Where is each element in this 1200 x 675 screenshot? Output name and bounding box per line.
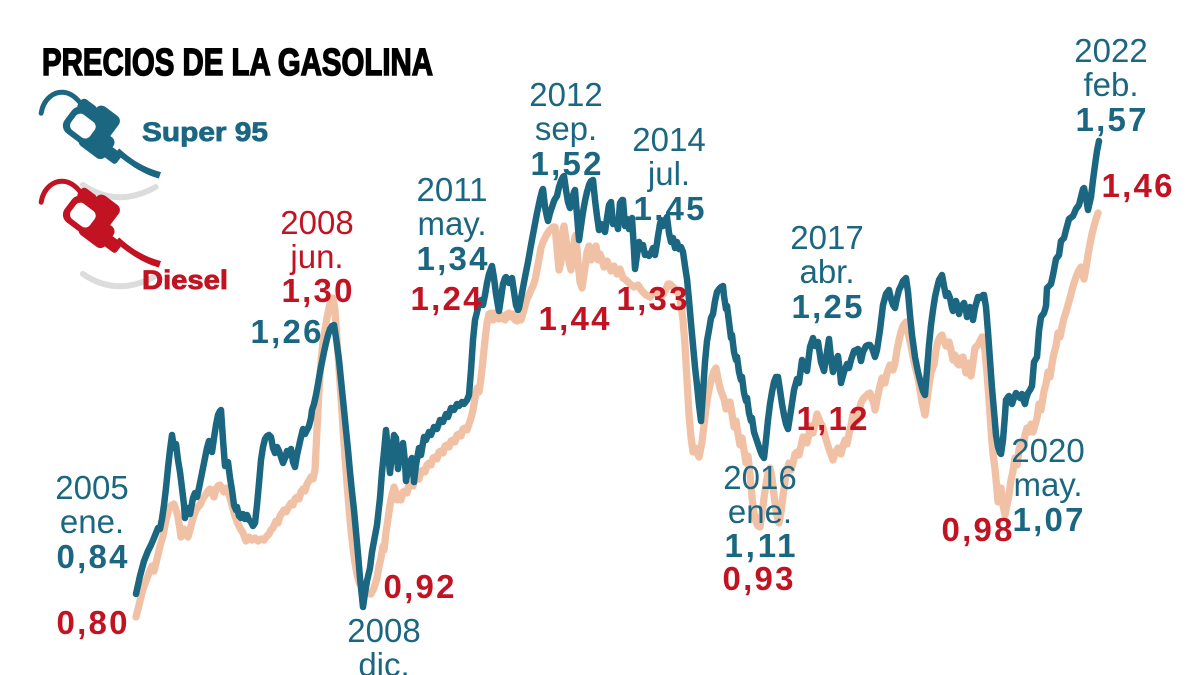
svg-text:0,92: 0,92 — [384, 568, 455, 605]
svg-text:1,33: 1,33 — [617, 280, 688, 317]
svg-text:Diesel: Diesel — [142, 265, 228, 295]
svg-text:2008: 2008 — [347, 612, 420, 649]
svg-text:0,84: 0,84 — [57, 538, 129, 575]
svg-text:2011: 2011 — [417, 171, 488, 208]
svg-text:dic.: dic. — [358, 646, 409, 675]
svg-text:abr.: abr. — [799, 253, 854, 290]
svg-text:2016: 2016 — [723, 459, 796, 496]
svg-text:1,26: 1,26 — [251, 313, 322, 350]
svg-text:sep.: sep. — [535, 110, 597, 147]
svg-text:1,07: 1,07 — [1013, 501, 1084, 538]
svg-text:1,30: 1,30 — [282, 272, 353, 309]
svg-text:0,98: 0,98 — [942, 511, 1013, 548]
svg-text:may.: may. — [1013, 466, 1082, 503]
svg-text:jul.: jul. — [647, 155, 690, 192]
svg-text:1,12: 1,12 — [797, 400, 868, 437]
svg-text:1,52: 1,52 — [531, 145, 602, 182]
svg-text:2008: 2008 — [280, 204, 353, 241]
svg-text:0,80: 0,80 — [57, 604, 128, 641]
svg-text:2020: 2020 — [1011, 432, 1084, 469]
svg-text:1,57: 1,57 — [1076, 101, 1147, 138]
svg-text:Super 95: Super 95 — [142, 117, 268, 147]
svg-text:ene.: ene. — [60, 503, 124, 540]
svg-text:jun.: jun. — [289, 238, 343, 275]
svg-text:2005: 2005 — [55, 469, 128, 506]
svg-text:2022: 2022 — [1074, 32, 1147, 69]
svg-text:1,44: 1,44 — [539, 300, 611, 337]
svg-text:ene.: ene. — [728, 493, 792, 530]
svg-text:2017: 2017 — [790, 219, 863, 256]
svg-text:1,34: 1,34 — [417, 240, 489, 277]
svg-text:0,93: 0,93 — [723, 560, 794, 597]
svg-text:PRECIOS DE LA GASOLINA: PRECIOS DE LA GASOLINA — [42, 42, 433, 84]
svg-text:2012: 2012 — [529, 76, 602, 113]
svg-text:1,11: 1,11 — [725, 527, 796, 564]
svg-text:may.: may. — [417, 205, 486, 242]
svg-text:1,46: 1,46 — [1102, 167, 1173, 204]
svg-text:1,25: 1,25 — [792, 288, 863, 325]
svg-text:1,45: 1,45 — [634, 190, 705, 227]
svg-text:1,24: 1,24 — [411, 280, 483, 317]
svg-text:2014: 2014 — [632, 121, 705, 158]
svg-text:feb.: feb. — [1083, 66, 1138, 103]
